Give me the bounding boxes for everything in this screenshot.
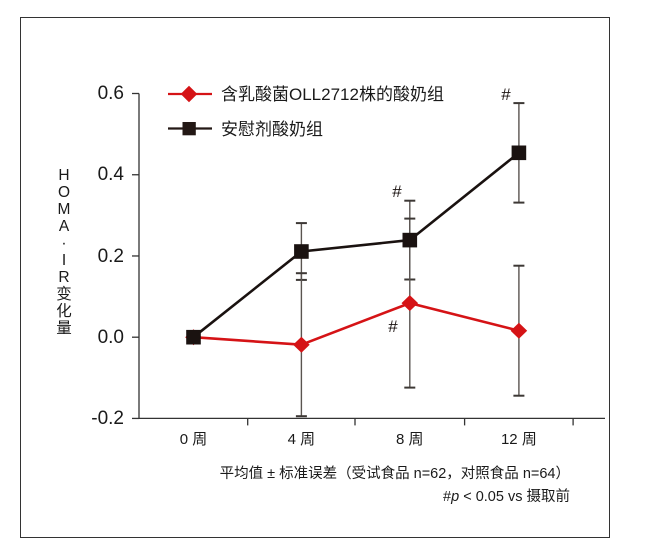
svg-text:#: # — [392, 182, 402, 201]
svg-text:含乳酸菌OLL2712株的酸奶组: 含乳酸菌OLL2712株的酸奶组 — [221, 85, 444, 104]
svg-text:·: · — [61, 235, 66, 252]
svg-text:化: 化 — [56, 302, 72, 320]
svg-text:0.4: 0.4 — [98, 164, 125, 185]
svg-text:#: # — [501, 85, 511, 104]
svg-text:量: 量 — [56, 320, 72, 337]
svg-text:O: O — [58, 184, 70, 201]
svg-text:安慰剂酸奶组: 安慰剂酸奶组 — [221, 120, 323, 139]
svg-text:#: # — [388, 317, 398, 336]
svg-text:0 周: 0 周 — [180, 431, 208, 448]
svg-text:0.6: 0.6 — [98, 83, 124, 104]
svg-text:0.0: 0.0 — [98, 327, 124, 348]
svg-text:M: M — [58, 201, 71, 218]
svg-text:A: A — [59, 218, 70, 235]
svg-text:#p < 0.05 vs 摄取前: #p < 0.05 vs 摄取前 — [443, 488, 570, 505]
svg-text:8 周: 8 周 — [396, 431, 424, 448]
svg-text:4 周: 4 周 — [288, 431, 316, 448]
svg-text:R: R — [58, 269, 69, 286]
svg-text:0.2: 0.2 — [98, 246, 124, 267]
svg-text:变: 变 — [56, 285, 72, 303]
svg-text:-0.2: -0.2 — [91, 408, 124, 429]
svg-text:平均值 ± 标准误差（受试食品 n=62，对照食品 n=64: 平均值 ± 标准误差（受试食品 n=62，对照食品 n=64） — [220, 465, 570, 482]
svg-text:12 周: 12 周 — [501, 431, 537, 448]
svg-text:H: H — [58, 167, 69, 184]
svg-text:I: I — [62, 252, 66, 269]
